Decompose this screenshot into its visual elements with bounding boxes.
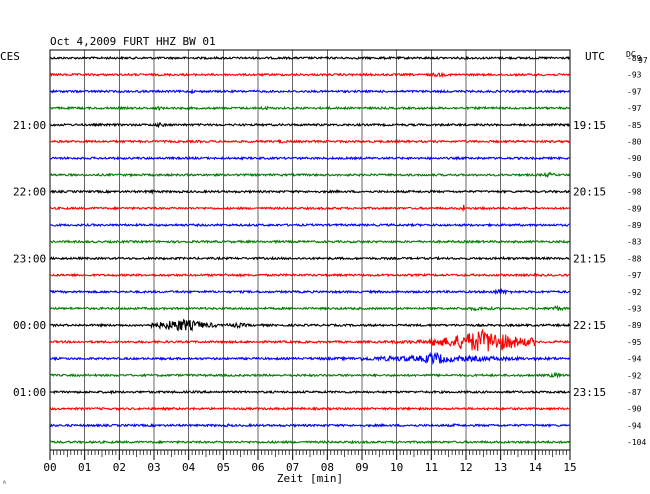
dc-offset-label: -98 [627,188,642,197]
trace-row-20 [49,389,570,395]
x-tick-label: 02 [113,461,126,474]
trace-row-22 [49,422,570,428]
dc-offset-label: -83 [627,238,642,247]
dc-offset-label: -89 [627,321,642,330]
trace-row-1 [49,71,570,79]
left-time-label: 01:00 [13,386,46,399]
chart-title: Oct 4,2009 FURT HHZ BW 01 [50,35,216,48]
dc-offset-label: -104 [627,438,646,447]
x-tick-label: 07 [286,461,299,474]
dc-offset-label: -97 [627,271,642,280]
trace-row-10 [49,222,570,228]
right-time-label: 21:15 [573,252,606,265]
trace-row-16 [49,318,570,332]
row-labels: 21:00 22:00 23:00 00:00 01:00 19:15 20:15 21:15… [13,54,646,447]
dc-offset-label: -92 [627,288,642,297]
trace-row-13 [49,272,570,278]
x-tick-label: 12 [459,461,472,474]
right-time-label: 23:15 [573,386,606,399]
dc-offset-label: -89 [627,221,642,230]
trace-row-7 [49,171,570,179]
trace-row-9 [49,204,570,213]
x-tick-label: 03 [147,461,160,474]
trace-row-14 [49,288,570,296]
dc-offset-label: -90 [627,154,642,163]
x-tick-label: 05 [217,461,230,474]
x-tick-label: 01 [78,461,91,474]
trace-row-4 [49,121,570,129]
left-time-label: 22:00 [13,186,46,199]
trace-row-19 [49,371,570,379]
dc-offset-label: -89 [627,204,642,213]
trace-row-17 [49,328,570,352]
trace-row-12 [49,255,570,261]
trace-row-11 [49,239,570,245]
plot-frame [49,49,571,451]
dc-offset-label: -85 [627,121,642,130]
dc-offset-label: -94 [627,421,642,430]
trace-row-15 [49,304,570,312]
right-header: UTC [585,50,605,63]
right-time-label: 19:15 [573,119,606,132]
dc-offset-label: -93 [627,305,642,314]
dc-offset-label: -88 [627,254,642,263]
x-tick-label: 06 [251,461,264,474]
dc-offset-label: -97 [627,104,642,113]
dc-offset-label: -90 [627,171,642,180]
trace-row-6 [49,155,570,161]
x-tick-label: 10 [390,461,403,474]
trace-row-23 [49,439,570,445]
dc-header-value: 97 [638,56,648,65]
x-tick-label: 09 [355,461,368,474]
dc-header: DC [626,50,636,59]
trace-row-3 [49,105,570,111]
x-axis: 00 01 02 03 04 05 06 07 08 09 10 11 12 13 14 15 [43,450,577,474]
right-time-label: 22:15 [573,319,606,332]
trace-row-18 [49,351,570,366]
x-tick-label: 08 [321,461,334,474]
x-tick-label: 11 [425,461,438,474]
dc-offset-label: -80 [627,138,642,147]
right-time-label: 20:15 [573,186,606,199]
dc-offset-label: -94 [627,355,642,364]
dc-offset-label: -95 [627,338,642,347]
dc-offset-label: -97 [627,87,642,96]
left-header: CES [0,50,20,63]
dc-offset-label: -89 [627,54,642,63]
dc-offset-label: -93 [627,71,642,80]
trace-row-8 [49,189,570,195]
x-tick-label: 04 [182,461,196,474]
corner-mark: ᴬ [2,479,7,488]
x-tick-label: 14 [529,461,543,474]
x-tick-label: 13 [494,461,507,474]
plot-grid [49,49,571,451]
trace-row-5 [49,138,570,144]
trace-row-2 [49,88,570,95]
left-time-label: 21:00 [13,119,46,132]
dc-offset-label: -87 [627,388,642,397]
x-axis-label: Zeit [min] [277,472,343,485]
left-time-label: 23:00 [13,252,46,265]
dc-offset-label: -90 [627,405,642,414]
x-tick-label: 00 [43,461,56,474]
left-time-label: 00:00 [13,319,46,332]
seismic-traces [49,55,570,445]
trace-row-21 [49,406,570,412]
trace-row-0 [49,55,570,61]
x-tick-label: 15 [563,461,576,474]
dc-offset-label: -92 [627,371,642,380]
